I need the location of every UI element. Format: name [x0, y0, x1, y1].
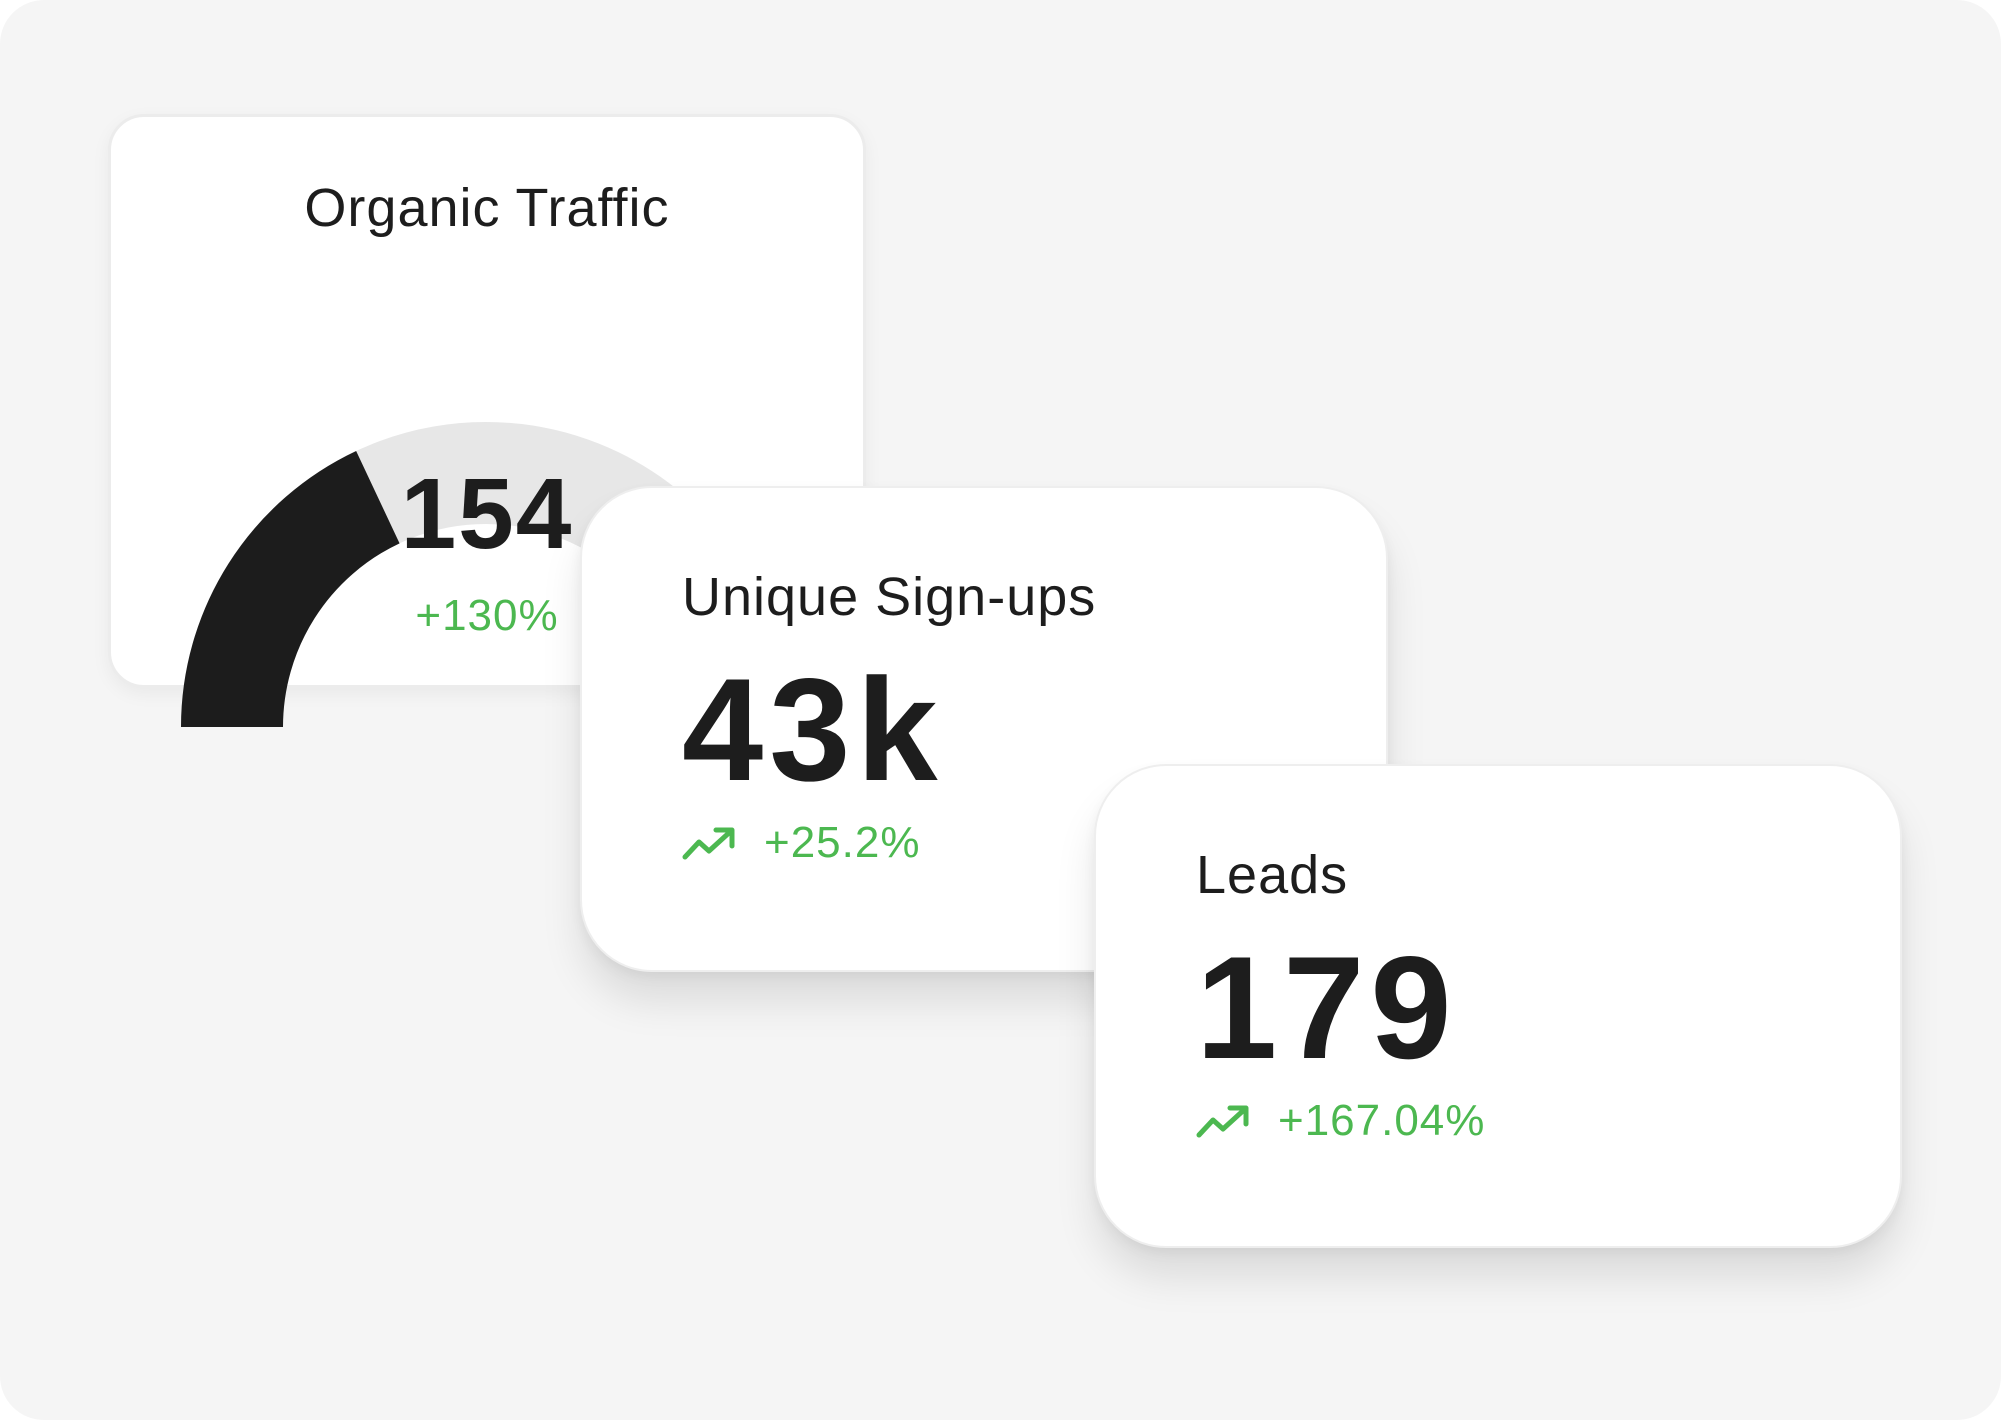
change-percent: +25.2%: [764, 818, 921, 867]
gauge-value: 154: [400, 458, 574, 570]
change-row: +167.04%: [1196, 1096, 1485, 1146]
organic-traffic-card: Organic Traffic 154 +130%: [108, 114, 866, 729]
card-title: Unique Sign-ups: [682, 567, 1097, 627]
metric-value: 179: [1196, 926, 1458, 1089]
change-row: +25.2%: [682, 818, 920, 868]
trending-up-icon: [1196, 1105, 1249, 1138]
metric-value: 43k: [682, 648, 944, 811]
trending-up-icon: [682, 827, 735, 860]
change-percent: +130%: [415, 591, 559, 640]
gauge-fill: [181, 451, 401, 729]
card-title: Organic Traffic: [304, 178, 670, 238]
change-percent: +167.04%: [1278, 1096, 1486, 1145]
card-title: Leads: [1196, 845, 1349, 905]
leads-card: Leads 179 +167.04%: [1094, 764, 1902, 1248]
